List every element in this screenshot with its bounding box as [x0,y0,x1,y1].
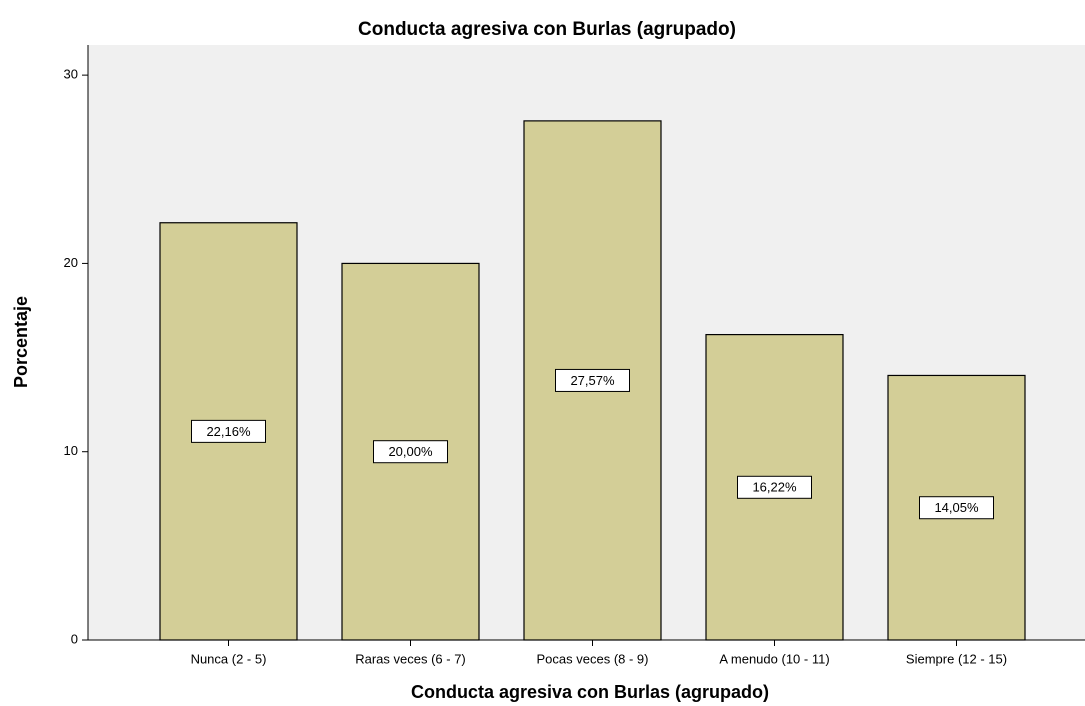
value-label-box [555,368,630,392]
value-label: 14,05% [934,500,979,515]
y-axis-title: Porcentaje [11,296,31,388]
value-label: 16,22% [752,480,797,495]
y-tick-label: 0 [71,631,78,646]
y-tick-label: 20 [64,255,78,270]
x-axis-title: Conducta agresiva con Burlas (agrupado) [411,682,769,702]
x-tick-label: Pocas veces (8 - 9) [537,651,649,666]
value-label: 20,00% [388,444,433,459]
value-label-box [191,419,266,443]
y-tick-label: 30 [64,67,78,82]
value-label-box [373,440,448,464]
x-tick-label: Raras veces (6 - 7) [355,651,466,666]
y-tick-label: 10 [64,443,78,458]
value-label: 22,16% [206,424,251,439]
x-tick-label: A menudo (10 - 11) [719,651,829,666]
chart-title: Conducta agresiva con Burlas (agrupado) [358,19,736,40]
value-label: 27,57% [570,373,615,388]
x-tick-label: Siempre (12 - 15) [906,651,1007,666]
value-label-box [919,496,994,520]
value-label-box [737,475,812,499]
x-tick-label: Nunca (2 - 5) [191,651,267,666]
